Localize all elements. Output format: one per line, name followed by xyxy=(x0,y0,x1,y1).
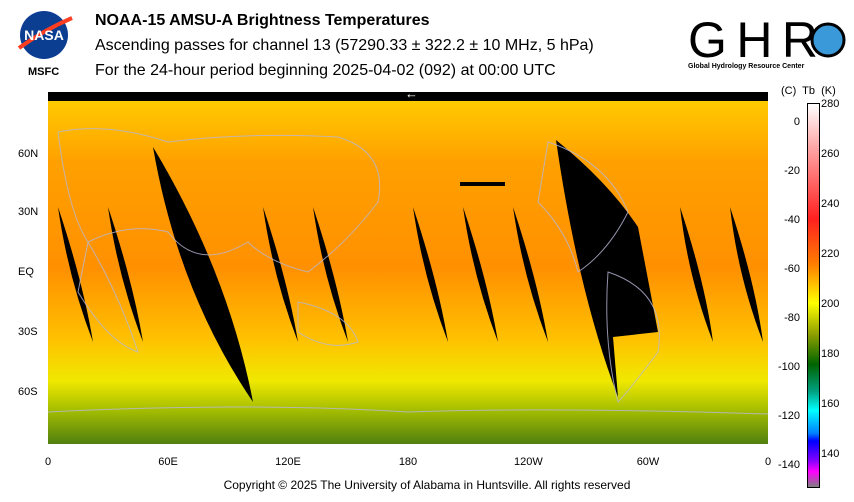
coastlines xyxy=(47,128,769,415)
svg-text:NASA: NASA xyxy=(24,27,64,43)
ghrc-logo: GHR Global Hydrology Resource Center xyxy=(688,10,848,75)
lat-label: 60N xyxy=(18,148,39,160)
page-title: NOAA-15 AMSU-A Brightness Temperatures xyxy=(95,12,430,29)
lat-label: EQ xyxy=(18,266,34,278)
world-map xyxy=(47,92,769,444)
nasa-caption: MSFC xyxy=(28,66,60,78)
kelvin-tick: 160 xyxy=(821,398,840,410)
lat-label: 60S xyxy=(18,386,38,398)
ghrc-caption: Global Hydrology Resource Center xyxy=(688,63,805,70)
celsius-tick: -20 xyxy=(784,165,800,177)
lon-label: 180 xyxy=(398,456,418,468)
lon-label: 120W xyxy=(514,456,543,468)
kelvin-tick: 180 xyxy=(821,348,840,360)
celsius-tick: -60 xyxy=(784,263,800,275)
lon-label: 0 xyxy=(764,456,772,468)
subtitle: Ascending passes for channel 13 (57290.3… xyxy=(95,37,594,54)
copyright: Copyright © 2025 The University of Alaba… xyxy=(223,478,631,492)
celsius-tick: -40 xyxy=(784,214,800,226)
kelvin-tick: 220 xyxy=(821,248,840,260)
direction-marker: ← xyxy=(405,86,418,101)
lon-label: 60E xyxy=(158,456,178,468)
celsius-tick: -100 xyxy=(777,361,800,373)
lat-label: 30S xyxy=(18,326,38,338)
celsius-tick: 0 xyxy=(793,116,800,128)
celsius-tick: -140 xyxy=(777,459,800,471)
kelvin-tick: 240 xyxy=(821,198,840,210)
nasa-logo: NASA xyxy=(14,10,74,60)
kelvin-tick: 260 xyxy=(821,148,840,160)
svg-text:GHR: GHR xyxy=(688,12,818,68)
colorbar-header: (C) Tb (K) xyxy=(781,85,836,97)
celsius-tick: -80 xyxy=(784,312,800,324)
lat-label: 30N xyxy=(18,206,39,218)
lon-label: 60W xyxy=(636,456,660,468)
kelvin-tick: 140 xyxy=(821,448,840,460)
lon-label: 120E xyxy=(275,456,301,468)
period-text: For the 24-hour period beginning 2025-04… xyxy=(95,62,556,79)
colorbar xyxy=(807,103,820,488)
kelvin-tick: 200 xyxy=(821,298,840,310)
data-gap-swaths xyxy=(58,140,763,402)
celsius-tick: -120 xyxy=(777,410,800,422)
kelvin-tick: 280 xyxy=(821,98,840,110)
lon-label: 0 xyxy=(44,456,52,468)
